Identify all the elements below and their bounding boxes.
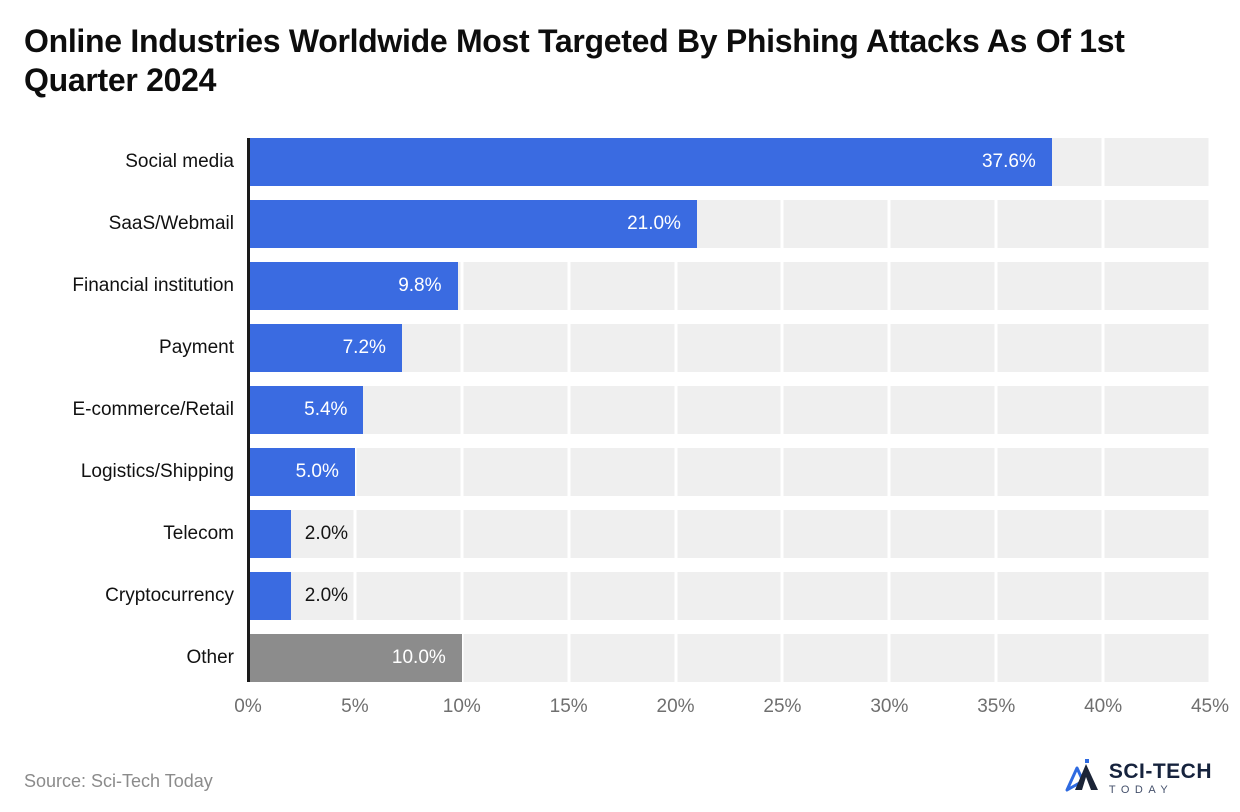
bar-track: 9.8% <box>248 262 1210 310</box>
category-label: Payment <box>159 337 234 358</box>
category-label: E-commerce/Retail <box>72 399 234 420</box>
category-label: Telecom <box>163 523 234 544</box>
bar <box>248 448 355 496</box>
x-tick-label: 10% <box>442 696 481 717</box>
category-label: SaaS/Webmail <box>108 213 234 234</box>
bar <box>248 200 697 248</box>
logo-line1: SCI-TECH <box>1108 759 1212 783</box>
x-axis: 0% 5% 10% 15% 20% 25% 30% 35% 40% 45% <box>234 682 1229 726</box>
category-label: Logistics/Shipping <box>80 461 234 482</box>
source-text: Source: Sci-Tech Today <box>24 771 213 791</box>
bar <box>248 262 458 310</box>
bar-track: 2.0% <box>248 572 1210 620</box>
value-label: 10.0% <box>391 647 446 668</box>
category-label: Social media <box>125 151 234 172</box>
value-label: 2.0% <box>304 523 349 544</box>
x-tick-label: 15% <box>549 696 588 717</box>
bar-track: 2.0% <box>248 510 1210 558</box>
bar-track: 37.6% <box>248 138 1210 186</box>
x-tick-label: 45% <box>1190 696 1230 717</box>
bar-track: 5.0% <box>248 448 1210 496</box>
sci-tech-logo-icon <box>1061 759 1101 798</box>
bar <box>248 510 291 558</box>
value-label: 9.8% <box>398 275 442 296</box>
bar-chart: Social media SaaS/Webmail Financial instit… <box>24 138 1229 726</box>
bar-track: 5.4% <box>248 386 1210 434</box>
bar-track: 7.2% <box>248 324 1210 372</box>
value-label: 5.0% <box>295 461 339 482</box>
value-label: 37.6% <box>981 151 1036 172</box>
x-tick-label: 5% <box>341 696 369 717</box>
value-label: 5.4% <box>304 399 348 420</box>
x-tick-label: 35% <box>977 696 1016 717</box>
x-tick-label: 0% <box>234 696 262 717</box>
x-tick-label: 25% <box>763 696 802 717</box>
value-label: 7.2% <box>342 337 386 358</box>
x-tick-label: 20% <box>656 696 695 717</box>
bar <box>248 386 364 434</box>
y-axis-line <box>247 138 250 682</box>
x-tick-label: 40% <box>1084 696 1123 717</box>
category-label: Other <box>186 647 234 668</box>
bar <box>248 324 402 372</box>
chart-title: Online Industries Worldwide Most Targete… <box>24 23 1125 99</box>
value-label: 2.0% <box>304 585 349 606</box>
bar <box>248 572 291 620</box>
bar-track: 21.0% <box>248 200 1210 248</box>
bar <box>248 138 1052 186</box>
logo-text: SCI-TECH TODAY <box>1108 759 1212 797</box>
bars-area: 37.6% 21.0% 9.8% 7.2% 5.4% 5.0% 2.0% 2.0% 10.0% <box>247 138 1212 682</box>
brand-logo: SCI-TECH TODAY <box>1061 759 1212 798</box>
category-label: Financial institution <box>72 275 234 296</box>
x-tick-label: 30% <box>870 696 909 717</box>
category-labels: Social media SaaS/Webmail Financial instit… <box>24 138 248 682</box>
category-label: Cryptocurrency <box>105 585 234 606</box>
value-label: 21.0% <box>627 213 681 234</box>
plot-area: Social media SaaS/Webmail Financial instit… <box>24 138 1212 682</box>
logo-line2: TODAY <box>1108 783 1174 796</box>
bar-track: 10.0% <box>248 634 1210 682</box>
